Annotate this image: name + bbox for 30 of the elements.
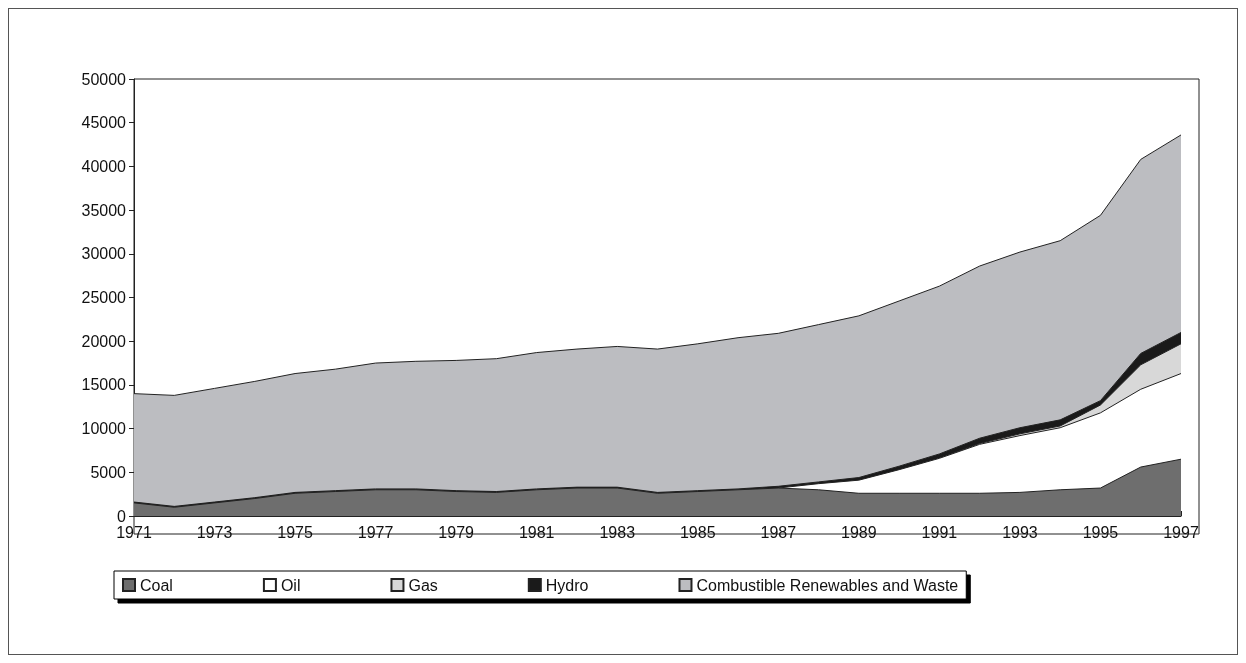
y-tick-label: 15000 — [81, 376, 127, 394]
x-tick-label: 1975 — [277, 523, 313, 541]
x-tick-label: 1973 — [196, 523, 233, 541]
x-tick-label: 1993 — [1002, 523, 1038, 541]
x-tick-label: 1971 — [116, 523, 152, 541]
x-tick-label: 1977 — [357, 523, 394, 541]
x-tick-label: 1981 — [518, 523, 555, 541]
y-tick-label: 10000 — [81, 420, 127, 438]
x-tick-label: 1983 — [599, 523, 636, 541]
legend-label: Hydro — [545, 576, 589, 594]
y-tick-label: 35000 — [81, 201, 127, 219]
x-tick-label: 1995 — [1082, 523, 1119, 541]
x-tick-label: 1979 — [438, 523, 475, 541]
y-tick-label: 25000 — [81, 289, 127, 306]
legend-label: Coal — [140, 576, 173, 594]
x-tick-label: 1989 — [841, 523, 877, 541]
x-tick-label: 1997 — [1163, 523, 1199, 541]
y-tick-label: 40000 — [81, 157, 127, 175]
y-tick-label: 5000 — [90, 463, 127, 481]
y-tick-label: 30000 — [81, 245, 127, 263]
y-tick-label: 45000 — [81, 114, 127, 132]
legend-label: Combustible Renewables and Waste — [696, 576, 959, 594]
y-tick-label: 50000 — [81, 70, 127, 88]
x-tick-label: 1991 — [921, 523, 958, 541]
legend-label: Oil — [280, 576, 301, 594]
y-tick-label: 0 — [117, 507, 127, 525]
x-tick-label: 1985 — [679, 523, 716, 541]
legend-label: Gas — [408, 576, 438, 594]
x-tick-label: 1987 — [760, 523, 797, 541]
y-tick-label: 20000 — [81, 332, 127, 350]
